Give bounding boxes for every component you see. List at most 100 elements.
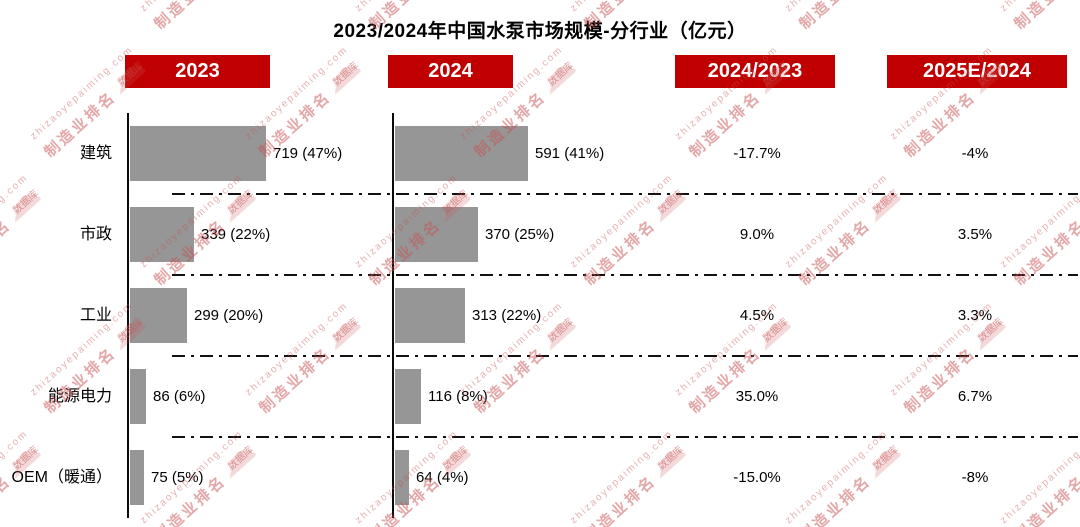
watermark-url-text: zhizaoyepaiming.com (568, 428, 676, 527)
watermark-url-text: zhizaoyepaiming.com (998, 0, 1080, 14)
bar-2024 (395, 287, 465, 343)
bar-value-label-2024: 313 (22%) (472, 306, 542, 324)
cloud-logo-icon: ☁数据库 (849, 427, 912, 489)
bar-2024 (395, 449, 409, 505)
bar-value-label-2024: 116 (8%) (428, 387, 488, 405)
bar-2023 (130, 368, 146, 424)
bar-2023 (130, 125, 266, 181)
watermark-name-text: 制造业排名 (581, 472, 660, 527)
bar-2023 (130, 206, 194, 262)
cloud-logo-icon: ☁数据库 (309, 299, 372, 361)
cloud-logo-icon: ☁数据库 (1064, 171, 1080, 233)
category-label: OEM（暖通） (11, 468, 112, 486)
watermark-url-text: zhizaoyepaiming.com (568, 172, 676, 271)
watermark-url-text: zhizaoyepaiming.com (28, 44, 136, 143)
column-header-2024-2023: 2024/2023 (675, 55, 835, 88)
cloud-logo-icon: ☁数据库 (1064, 427, 1080, 489)
row-separator (172, 193, 1078, 195)
watermark-cloud-text: 数据库 (11, 188, 41, 217)
watermark-cloud-text: 数据库 (871, 444, 901, 473)
bar-value-label-2023: 719 (47%) (273, 144, 343, 162)
watermark-url-text: zhizaoyepaiming.com (568, 0, 676, 14)
cloud-icon: ☁ (524, 42, 585, 104)
cloud-icon: ☁ (634, 170, 695, 232)
watermark-cloud-text: 数据库 (546, 316, 576, 345)
growth-value-2024-2023: 4.5% (739, 306, 775, 324)
watermark-url-text: zhizaoyepaiming.com (783, 428, 891, 527)
growth-value-2025e-2024: -8% (961, 468, 989, 486)
axis-2023 (127, 113, 129, 518)
watermark-url-text: zhizaoyepaiming.com (783, 0, 891, 14)
growth-value-2024-2023: -15.0% (733, 468, 781, 486)
cloud-icon: ☁ (309, 298, 370, 360)
watermark-name-text: 制造业排名 (796, 216, 875, 290)
growth-value-2024-2023: -17.7% (733, 144, 781, 162)
watermark-cloud-text: 数据库 (656, 188, 686, 217)
growth-value-2025e-2024: 3.5% (957, 225, 993, 243)
growth-value-2025e-2024: 6.7% (957, 387, 993, 405)
watermark-cloud-text: 数据库 (331, 60, 361, 89)
watermark-cloud-text: 数据库 (226, 188, 256, 217)
category-label: 能源电力 (47, 387, 112, 405)
watermark-cloud-text: 数据库 (226, 444, 256, 473)
bar-2024 (395, 206, 478, 262)
bar-value-label-2023: 75 (5%) (151, 468, 204, 486)
cloud-logo-icon: ☁数据库 (634, 427, 697, 489)
watermark-cloud-text: 数据库 (546, 60, 576, 89)
bar-2023 (130, 449, 144, 505)
watermark-cloud-text: 数据库 (656, 444, 686, 473)
bar-2024 (395, 125, 528, 181)
bar-value-label-2024: 591 (41%) (535, 144, 605, 162)
cloud-icon: ☁ (204, 170, 265, 232)
bar-value-label-2024: 64 (4%) (416, 468, 469, 486)
bar-value-label-2024: 370 (25%) (485, 225, 555, 243)
row-separator (172, 274, 1078, 276)
cloud-icon: ☁ (849, 170, 910, 232)
growth-value-2025e-2024: 3.3% (957, 306, 993, 324)
watermark-url-text: zhizaoyepaiming.com (138, 0, 246, 14)
cloud-logo-icon: ☁数据库 (524, 299, 587, 361)
cloud-icon: ☁ (1064, 170, 1080, 232)
column-header-2025e-2024: 2025E/2024 (887, 55, 1067, 88)
category-label: 工业 (79, 306, 112, 324)
growth-value-2024-2023: 35.0% (735, 387, 779, 405)
growth-value-2025e-2024: -4% (961, 144, 989, 162)
watermark-url-text: zhizaoyepaiming.com (353, 0, 461, 14)
watermark-url-text: zhizaoyepaiming.com (998, 172, 1080, 271)
cloud-logo-icon: ☁数据库 (849, 171, 912, 233)
axis-2024 (392, 113, 394, 518)
watermark-name-text: 制造业排名 (581, 216, 660, 290)
watermark-name-text: 制造业排名 (1011, 472, 1080, 527)
row-separator (172, 436, 1078, 438)
cloud-logo-icon: ☁数据库 (524, 43, 587, 105)
category-label: 市政 (79, 225, 112, 243)
watermark-name-text: 制造业排名 (1011, 216, 1080, 290)
cloud-logo-icon: ☁数据库 (634, 171, 697, 233)
watermark-url-text: zhizaoyepaiming.com (998, 428, 1080, 527)
watermark-url-text: zhizaoyepaiming.com (0, 172, 31, 271)
column-header-2023: 2023 (125, 55, 270, 88)
bar-2023 (130, 287, 187, 343)
cloud-icon: ☁ (0, 170, 50, 232)
column-header-2024: 2024 (388, 55, 513, 88)
watermark-url-text: zhizaoyepaiming.com (783, 172, 891, 271)
bar-2024 (395, 368, 421, 424)
watermark-cloud-text: 数据库 (331, 316, 361, 345)
bar-value-label-2023: 299 (20%) (194, 306, 264, 324)
row-separator (172, 355, 1078, 357)
growth-value-2024-2023: 9.0% (739, 225, 775, 243)
category-label: 建筑 (79, 144, 112, 162)
cloud-icon: ☁ (309, 42, 370, 104)
watermark-name-text: 制造业排名 (796, 472, 875, 527)
watermark-url-text: zhizaoyepaiming.com (0, 0, 32, 14)
watermark-cloud-text: 数据库 (871, 188, 901, 217)
cloud-logo-icon: ☁数据库 (204, 427, 267, 489)
chart-title: 2023/2024年中国水泵市场规模-分行业（亿元） (333, 21, 747, 42)
bar-value-label-2023: 339 (22%) (201, 225, 271, 243)
bar-value-label-2023: 86 (6%) (153, 387, 206, 405)
